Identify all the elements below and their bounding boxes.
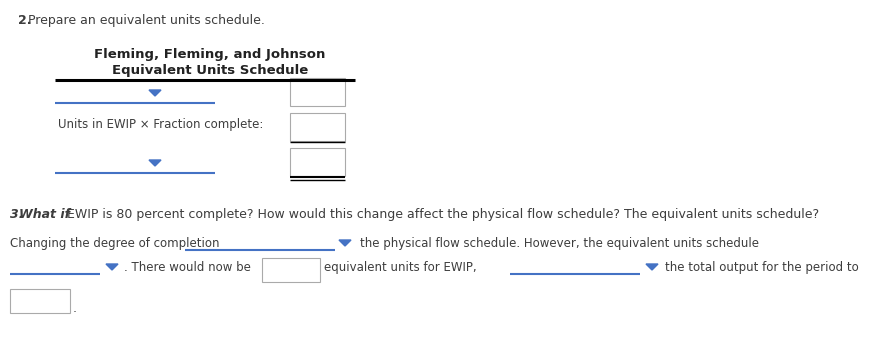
Text: . There would now be: . There would now be (124, 261, 250, 274)
Text: Prepare an equivalent units schedule.: Prepare an equivalent units schedule. (28, 14, 264, 27)
Text: .: . (73, 302, 77, 315)
Text: Changing the degree of completion: Changing the degree of completion (10, 237, 219, 250)
Polygon shape (339, 240, 350, 246)
Bar (290, 148, 344, 176)
Text: 2.: 2. (18, 14, 32, 27)
Text: the physical flow schedule. However, the equivalent units schedule: the physical flow schedule. However, the… (360, 237, 758, 250)
Polygon shape (645, 264, 658, 270)
Bar (262, 258, 320, 282)
Text: EWIP is 80 percent complete? How would this change affect the physical flow sche: EWIP is 80 percent complete? How would t… (63, 208, 818, 221)
Bar (290, 113, 344, 141)
Text: equivalent units for EWIP,: equivalent units for EWIP, (324, 261, 476, 274)
Text: the total output for the period to: the total output for the period to (665, 261, 858, 274)
Bar (290, 78, 344, 106)
Polygon shape (106, 264, 118, 270)
Text: Equivalent Units Schedule: Equivalent Units Schedule (112, 64, 308, 77)
Text: Units in EWIP × Fraction complete:: Units in EWIP × Fraction complete: (58, 118, 263, 131)
Bar (10, 289, 70, 313)
Polygon shape (149, 160, 161, 166)
Text: Fleming, Fleming, and Johnson: Fleming, Fleming, and Johnson (94, 48, 326, 61)
Text: What if: What if (19, 208, 70, 221)
Polygon shape (149, 90, 161, 96)
Text: 3.: 3. (10, 208, 28, 221)
